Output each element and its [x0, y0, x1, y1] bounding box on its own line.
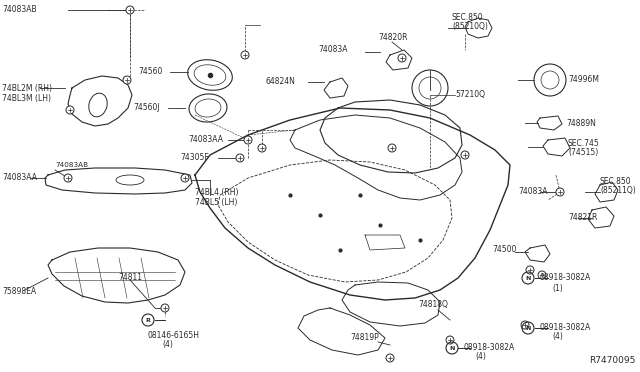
Text: (85210Q): (85210Q) — [452, 22, 488, 31]
Circle shape — [181, 174, 189, 182]
Text: 74819P: 74819P — [350, 334, 379, 343]
Text: 74BL4 (RH): 74BL4 (RH) — [195, 189, 239, 198]
Text: 74305F: 74305F — [180, 154, 209, 163]
Circle shape — [388, 144, 396, 152]
Circle shape — [446, 336, 454, 344]
Text: 74BL3M (LH): 74BL3M (LH) — [2, 93, 51, 103]
Text: SEC.745: SEC.745 — [568, 138, 600, 148]
Circle shape — [461, 151, 469, 159]
Text: 74BL5 (LH): 74BL5 (LH) — [195, 198, 237, 206]
Text: 74083AA: 74083AA — [188, 135, 223, 144]
Text: 74560J: 74560J — [133, 103, 159, 112]
Text: 57210Q: 57210Q — [455, 90, 485, 99]
Text: 08146-6165H: 08146-6165H — [148, 330, 200, 340]
Circle shape — [244, 136, 252, 144]
Circle shape — [64, 174, 72, 182]
Circle shape — [123, 76, 131, 84]
Text: (4): (4) — [552, 333, 563, 341]
Text: SEC.850: SEC.850 — [452, 13, 484, 22]
Text: 74083A: 74083A — [518, 186, 547, 196]
Text: 74500: 74500 — [492, 246, 516, 254]
Text: R7470095: R7470095 — [589, 356, 635, 365]
Circle shape — [526, 266, 534, 274]
Text: 08918-3082A: 08918-3082A — [540, 323, 591, 331]
Text: 74818Q: 74818Q — [418, 301, 448, 310]
Text: 74996M: 74996M — [568, 74, 599, 83]
Circle shape — [398, 54, 406, 62]
Text: (74515): (74515) — [568, 148, 598, 157]
Text: R: R — [145, 317, 150, 323]
Circle shape — [66, 106, 74, 114]
Text: 74811: 74811 — [118, 273, 142, 282]
Text: N: N — [449, 346, 454, 350]
Text: 08918-3082A: 08918-3082A — [464, 343, 515, 352]
Text: 74820R: 74820R — [378, 33, 408, 42]
Text: 74083AB: 74083AB — [2, 4, 36, 13]
Circle shape — [521, 321, 529, 329]
Text: 74821R: 74821R — [568, 214, 597, 222]
Circle shape — [556, 188, 564, 196]
Text: (4): (4) — [475, 353, 486, 362]
Text: 64824N: 64824N — [265, 77, 295, 86]
Text: 74083AB: 74083AB — [55, 162, 88, 168]
Circle shape — [236, 154, 244, 162]
Text: 74BL2M (RH): 74BL2M (RH) — [2, 83, 52, 93]
Circle shape — [161, 304, 169, 312]
Text: 75898EA: 75898EA — [2, 288, 36, 296]
Text: N: N — [525, 326, 531, 330]
Text: 74889N: 74889N — [566, 119, 596, 128]
Circle shape — [386, 354, 394, 362]
Text: (4): (4) — [162, 340, 173, 349]
Text: (85211Q): (85211Q) — [600, 186, 636, 196]
Text: (1): (1) — [552, 283, 563, 292]
Circle shape — [126, 6, 134, 14]
Text: 74083A: 74083A — [318, 45, 348, 55]
Text: 74083AA: 74083AA — [2, 173, 37, 183]
Circle shape — [258, 144, 266, 152]
Text: 74560: 74560 — [138, 67, 163, 76]
Text: SEC.850: SEC.850 — [600, 177, 632, 186]
Text: N: N — [525, 276, 531, 280]
Text: 08918-3082A: 08918-3082A — [540, 273, 591, 282]
Circle shape — [241, 51, 249, 59]
Circle shape — [538, 271, 546, 279]
